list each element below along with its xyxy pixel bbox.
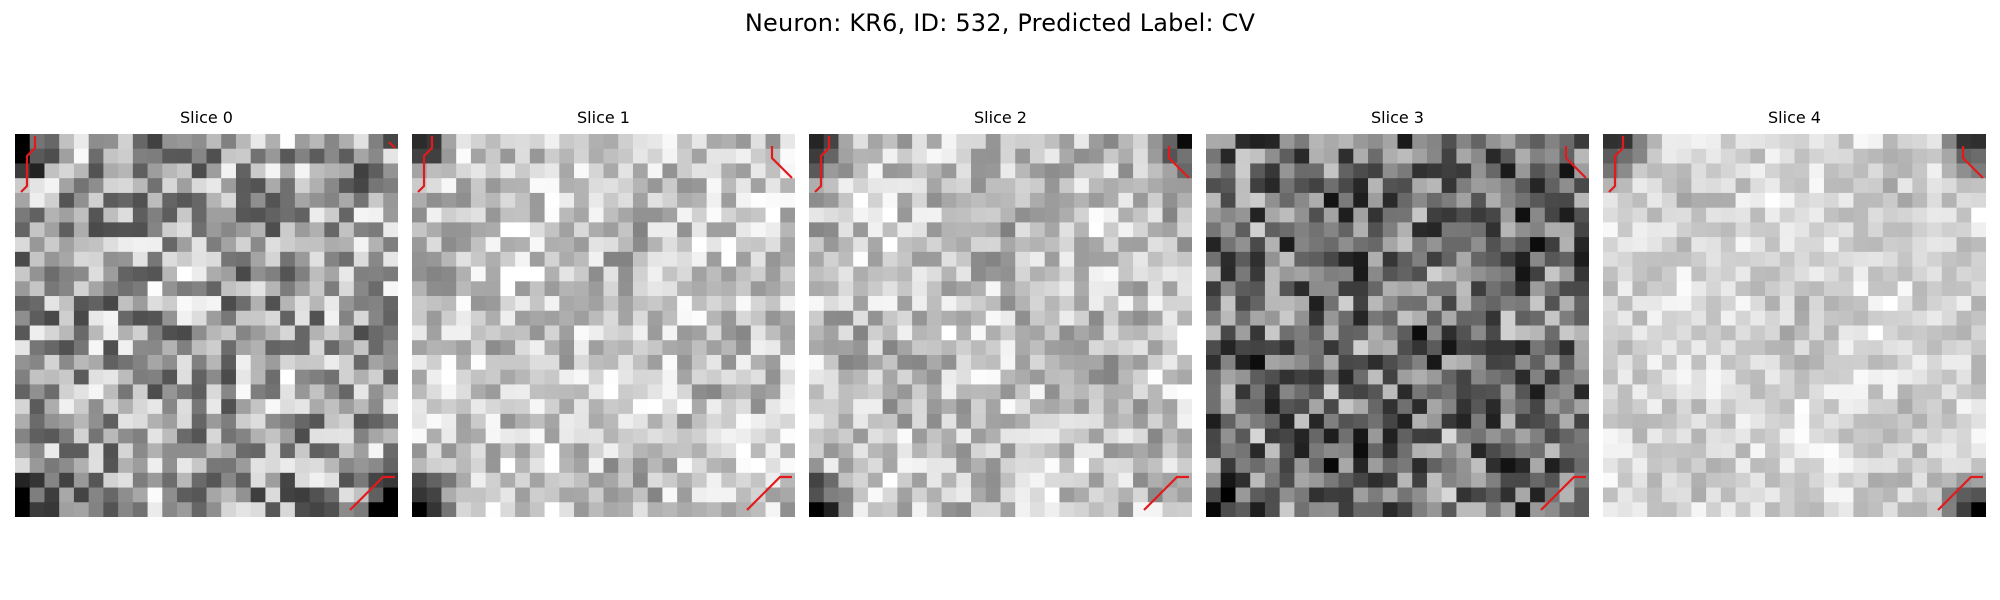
contour-line	[417, 136, 434, 193]
contour-line	[814, 136, 831, 193]
slice-image-3	[1206, 134, 1589, 517]
contour-line	[1564, 146, 1587, 179]
contour-line	[388, 141, 396, 149]
slice-image-2	[809, 134, 1192, 517]
slice-image-0	[15, 134, 398, 517]
contour-line	[1608, 136, 1625, 193]
slice-title-0: Slice 0	[180, 108, 233, 127]
contour-line	[770, 146, 793, 179]
contour-line	[1167, 146, 1190, 179]
slice-title-1: Slice 1	[577, 108, 630, 127]
slice-title-3: Slice 3	[1371, 108, 1424, 127]
slice-image-1	[412, 134, 795, 517]
contour-line	[746, 475, 792, 511]
slice-image-4	[1603, 134, 1986, 517]
contour-line	[1143, 475, 1189, 511]
contour-line	[1961, 146, 1984, 179]
contour-line	[1937, 475, 1983, 511]
figure-title: Neuron: KR6, ID: 532, Predicted Label: C…	[744, 9, 1256, 37]
contour-line	[1540, 475, 1586, 511]
contour-line	[20, 136, 37, 193]
slice-title-4: Slice 4	[1768, 108, 1821, 127]
contour-line	[349, 475, 395, 511]
slice-title-2: Slice 2	[974, 108, 1027, 127]
